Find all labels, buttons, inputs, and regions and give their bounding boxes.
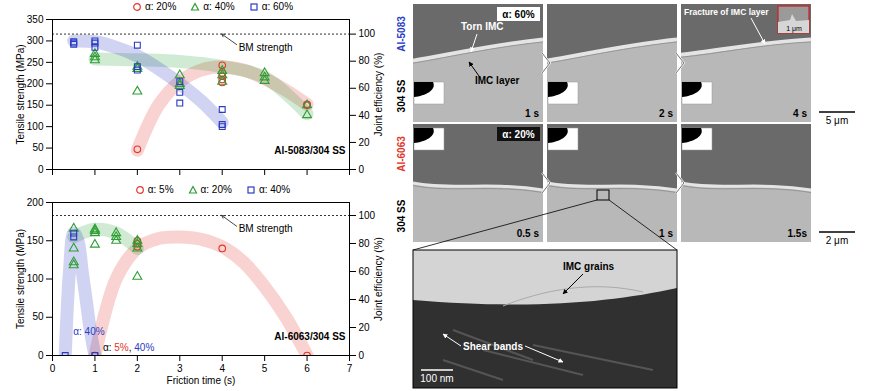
svg-text:1.5s: 1.5s — [788, 228, 808, 239]
svg-text:80: 80 — [359, 238, 371, 249]
html-text:α: 40%: α: 40% — [258, 184, 291, 195]
svg-text:40: 40 — [359, 294, 371, 305]
html-text:α: 20%: α: 20% — [145, 1, 177, 12]
svg-text:200: 200 — [27, 197, 44, 208]
svg-text:α: 60%: α: 60% — [502, 9, 534, 20]
svg-text:300: 300 — [27, 35, 44, 46]
svg-text:4: 4 — [219, 363, 225, 374]
svg-text:α: 40%: α: 40% — [73, 326, 104, 337]
svg-text:Al-6063: Al-6063 — [396, 136, 407, 172]
svg-text:Shear bands: Shear bands — [463, 341, 523, 352]
svg-text:20: 20 — [359, 137, 371, 148]
svg-text:0: 0 — [38, 350, 44, 361]
svg-text:304 SS: 304 SS — [396, 79, 407, 112]
svg-text:5%: 5% — [114, 342, 129, 353]
svg-text:100: 100 — [27, 273, 44, 284]
svg-text:0: 0 — [38, 164, 44, 175]
svg-text:Al-6063/304 SS: Al-6063/304 SS — [274, 331, 345, 342]
svg-text:0: 0 — [50, 363, 56, 374]
html-text:α: 60%: α: 60% — [261, 1, 293, 12]
svg-text:2 μm: 2 μm — [826, 235, 848, 246]
svg-text:6: 6 — [304, 363, 310, 374]
svg-text:α:: α: — [103, 342, 114, 353]
svg-text:60: 60 — [359, 82, 371, 93]
svg-text:50: 50 — [32, 142, 44, 153]
html-text:α: 5%: α: 5% — [147, 184, 174, 195]
svg-text:100: 100 — [27, 121, 44, 132]
svg-text:BM strength: BM strength — [239, 42, 293, 53]
svg-text:100 nm: 100 nm — [420, 373, 453, 384]
svg-text:Al-5083/304 SS: Al-5083/304 SS — [274, 145, 345, 156]
svg-text:Tensile strength (MPa): Tensile strength (MPa) — [15, 229, 26, 329]
svg-text:Tensile strength (MPa): Tensile strength (MPa) — [15, 44, 26, 144]
svg-text:80: 80 — [359, 55, 371, 66]
svg-text:0: 0 — [359, 350, 365, 361]
svg-text:200: 200 — [27, 78, 44, 89]
svg-text:0.5 s: 0.5 s — [517, 228, 540, 239]
svg-text:α: 20%: α: 20% — [502, 129, 534, 140]
svg-text:3: 3 — [177, 363, 183, 374]
svg-text:5: 5 — [262, 363, 268, 374]
svg-text:2: 2 — [135, 363, 141, 374]
svg-text:7: 7 — [347, 363, 353, 374]
svg-text:BM strength: BM strength — [239, 223, 293, 234]
html-text:α: 40%: α: 40% — [203, 1, 235, 12]
svg-text:40: 40 — [359, 110, 371, 121]
svg-text:Friction time (s): Friction time (s) — [167, 375, 236, 386]
svg-text:IMC layer: IMC layer — [475, 75, 520, 86]
svg-text:250: 250 — [27, 57, 44, 68]
svg-text:100: 100 — [359, 28, 376, 39]
svg-text:0: 0 — [359, 164, 365, 175]
svg-text:Fracture of IMC layer: Fracture of IMC layer — [684, 7, 769, 17]
svg-text:20: 20 — [359, 322, 371, 333]
svg-text:60: 60 — [359, 266, 371, 277]
svg-text:1 s: 1 s — [659, 228, 673, 239]
svg-text:Joint efficiency (%): Joint efficiency (%) — [373, 53, 384, 137]
svg-text:5 μm: 5 μm — [826, 115, 848, 126]
svg-text:50: 50 — [32, 311, 44, 322]
svg-text:Joint efficiency (%): Joint efficiency (%) — [373, 237, 384, 321]
svg-text:40%: 40% — [134, 342, 154, 353]
svg-text:1 μm: 1 μm — [786, 25, 802, 33]
svg-text:Torn IMC: Torn IMC — [461, 21, 504, 32]
svg-text:IMC grains: IMC grains — [563, 261, 615, 272]
svg-text:100: 100 — [359, 210, 376, 221]
svg-text:1: 1 — [92, 363, 98, 374]
svg-text:304 SS: 304 SS — [396, 199, 407, 232]
svg-text:1 s: 1 s — [525, 108, 539, 119]
svg-text:2 s: 2 s — [659, 108, 673, 119]
svg-text:150: 150 — [27, 235, 44, 246]
svg-text:Al-5083: Al-5083 — [396, 16, 407, 52]
html-text:α: 20%: α: 20% — [200, 184, 232, 195]
svg-text:4 s: 4 s — [793, 108, 807, 119]
svg-text:350: 350 — [27, 14, 44, 25]
svg-text:150: 150 — [27, 99, 44, 110]
